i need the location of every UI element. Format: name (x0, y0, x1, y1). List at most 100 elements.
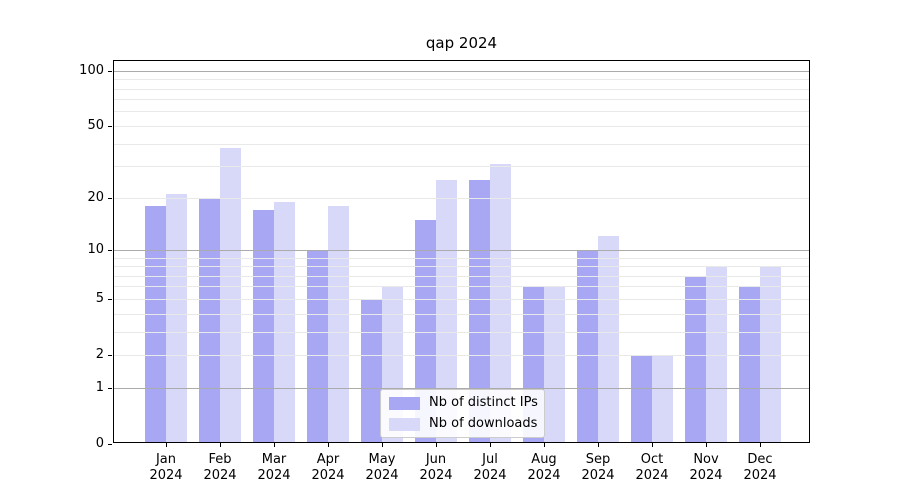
x-tick-label-year: 2024 (527, 468, 561, 483)
legend-swatch-downloads (389, 417, 420, 431)
x-tick-label-mar: Mar 2024 (247, 452, 301, 484)
bar-mar-ips (253, 210, 274, 443)
x-tick-label-year: 2024 (419, 468, 453, 483)
minor-gridline-90 (113, 79, 810, 81)
x-tick-label-year: 2024 (311, 468, 345, 483)
x-tick-label-month: Feb (208, 452, 232, 467)
legend: Nb of distinct IPs Nb of downloads (380, 389, 545, 438)
y-tick-label-2: 2 (95, 346, 104, 362)
bar-jun-ips (415, 219, 436, 443)
x-tick-label-month: Oct (640, 452, 664, 467)
bar-jul-downloads (490, 163, 511, 443)
x-tick-label-jan: Jan 2024 (139, 452, 193, 484)
x-tick-apr (328, 443, 329, 447)
x-tick-sep (598, 443, 599, 447)
y-tick-label-50: 50 (87, 117, 104, 133)
x-tick-label-month: Sep (585, 452, 611, 467)
minor-gridline-2 (113, 354, 810, 356)
x-tick-label-apr: Apr 2024 (301, 452, 355, 484)
y-tick-0 (108, 443, 112, 445)
minor-gridline-5 (113, 298, 810, 300)
y-tick-1 (108, 387, 112, 389)
legend-swatch-ips (389, 396, 420, 410)
minor-gridline-30 (113, 166, 810, 168)
chart-title: qap 2024 (425, 34, 498, 52)
x-tick-label-jul: Jul 2024 (463, 452, 517, 484)
bar-jun-downloads (436, 180, 457, 443)
x-tick-aug (544, 443, 545, 447)
x-tick-may (382, 443, 383, 447)
minor-gridline-20 (113, 197, 810, 199)
minor-gridline-40 (113, 143, 810, 145)
x-tick-oct (652, 443, 653, 447)
x-tick-jun (436, 443, 437, 447)
legend-label-downloads: Nb of downloads (429, 416, 538, 431)
x-tick-mar (274, 443, 275, 447)
x-tick-label-may: May 2024 (355, 452, 409, 484)
bar-dec-downloads (760, 266, 781, 443)
y-tick-5 (108, 298, 112, 300)
y-tick-label-10: 10 (87, 241, 104, 257)
bar-jan-ips (145, 205, 166, 443)
major-gridline-1 (113, 387, 810, 389)
minor-gridline-7 (113, 275, 810, 277)
major-gridline-100 (113, 70, 810, 72)
x-tick-label-year: 2024 (635, 468, 669, 483)
minor-gridline-8 (113, 266, 810, 267)
bar-jul-ips (469, 180, 490, 443)
x-tick-label-month: May (368, 452, 396, 467)
x-tick-label-month: Jan (155, 452, 177, 467)
x-tick-label-year: 2024 (203, 468, 237, 483)
bar-apr-downloads (328, 205, 349, 443)
bar-mar-downloads (274, 201, 295, 443)
bar-apr-ips (307, 249, 328, 443)
x-tick-label-month: Aug (531, 452, 557, 467)
bar-nov-downloads (706, 266, 727, 443)
bars-layer (113, 60, 810, 443)
x-tick-label-month: Dec (747, 452, 773, 467)
bar-sep-ips (577, 249, 598, 443)
x-tick-label-month: Jun (425, 452, 447, 467)
x-tick-jan (166, 443, 167, 447)
bar-may-ips (361, 298, 382, 443)
x-tick-label-year: 2024 (365, 468, 399, 483)
minor-gridline-70 (113, 99, 810, 101)
minor-gridline-50 (113, 125, 810, 127)
x-tick-label-year: 2024 (257, 468, 291, 483)
x-tick-label-nov: Nov 2024 (679, 452, 733, 484)
x-tick-label-year: 2024 (743, 468, 777, 483)
x-tick-feb (220, 443, 221, 447)
x-tick-label-year: 2024 (581, 468, 615, 483)
x-tick-label-dec: Dec 2024 (733, 452, 787, 484)
x-tick-label-month: Nov (693, 452, 719, 467)
bar-feb-downloads (220, 147, 241, 443)
legend-row-downloads: Nb of downloads (389, 416, 538, 432)
bar-sep-downloads (598, 236, 619, 443)
x-tick-label-oct: Oct 2024 (625, 452, 679, 484)
y-tick-label-1: 1 (95, 379, 104, 395)
bar-aug-downloads (544, 286, 565, 443)
minor-gridline-60 (113, 111, 810, 113)
legend-row-ips: Nb of distinct IPs (389, 395, 538, 411)
y-tick-label-5: 5 (95, 290, 104, 306)
y-tick-label-20: 20 (87, 189, 104, 205)
y-tick-50 (108, 125, 112, 127)
x-tick-nov (706, 443, 707, 447)
plot-area (113, 60, 810, 443)
x-tick-label-feb: Feb 2024 (193, 452, 247, 484)
y-tick-10 (108, 249, 112, 251)
y-tick-100 (108, 70, 112, 72)
x-tick-label-sep: Sep 2024 (571, 452, 625, 484)
bar-oct-downloads (652, 354, 673, 443)
x-tick-jul (490, 443, 491, 447)
x-tick-label-jun: Jun 2024 (409, 452, 463, 484)
x-tick-label-year: 2024 (473, 468, 507, 483)
minor-gridline-80 (113, 88, 810, 90)
bar-dec-ips (739, 286, 760, 443)
major-gridline-10 (113, 249, 810, 251)
x-tick-label-month: Apr (316, 452, 340, 467)
legend-label-ips: Nb of distinct IPs (429, 395, 538, 410)
x-tick-label-month: Jul (482, 452, 498, 467)
x-tick-label-aug: Aug 2024 (517, 452, 571, 484)
